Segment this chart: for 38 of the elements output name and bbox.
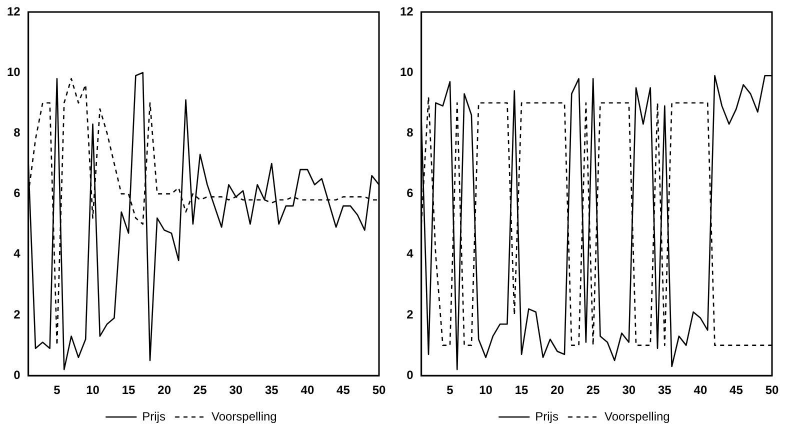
y-tick-label: 12 [400,4,414,18]
y-tick-label: 8 [14,126,21,140]
x-tick-label: 30 [229,383,243,398]
x-tick-label: 20 [550,383,564,398]
legend-label: Voorspelling [211,409,277,424]
y-tick-label: 10 [6,64,21,79]
x-tick-label: 10 [86,383,100,398]
x-tick-label: 35 [264,383,279,398]
x-tick-label: 45 [336,383,350,398]
y-tick-label: 0 [14,368,21,382]
y-tick-label: 6 [14,186,21,200]
y-tick-label: 2 [406,307,414,322]
legend-label: Voorspelling [604,409,670,424]
y-tick-label: 8 [406,126,414,140]
x-tick-label: 5 [446,383,454,398]
x-tick-label: 30 [622,383,636,398]
legend-label: Prijs [535,409,558,424]
x-tick-label: 40 [694,383,708,398]
x-tick-label: 45 [730,383,744,398]
x-tick-label: 15 [122,383,136,398]
y-tick-label: 6 [406,186,414,200]
x-tick-label: 20 [158,383,172,398]
y-tick-label: 0 [406,368,414,382]
legend-label: Prijs [142,409,166,424]
y-tick-label: 4 [14,246,21,261]
x-tick-label: 40 [300,383,314,398]
x-tick-label: 50 [372,383,386,398]
y-tick-label: 12 [6,4,21,18]
x-tick-label: 35 [658,383,672,398]
x-tick-label: 25 [586,383,600,398]
y-tick-label: 10 [400,64,414,79]
x-tick-label: 5 [54,383,61,398]
y-tick-label: 4 [406,246,414,261]
x-tick-label: 25 [193,383,208,398]
x-tick-label: 10 [479,383,493,398]
y-tick-label: 2 [14,307,21,322]
x-tick-label: 50 [765,383,779,398]
x-tick-label: 15 [514,383,529,398]
